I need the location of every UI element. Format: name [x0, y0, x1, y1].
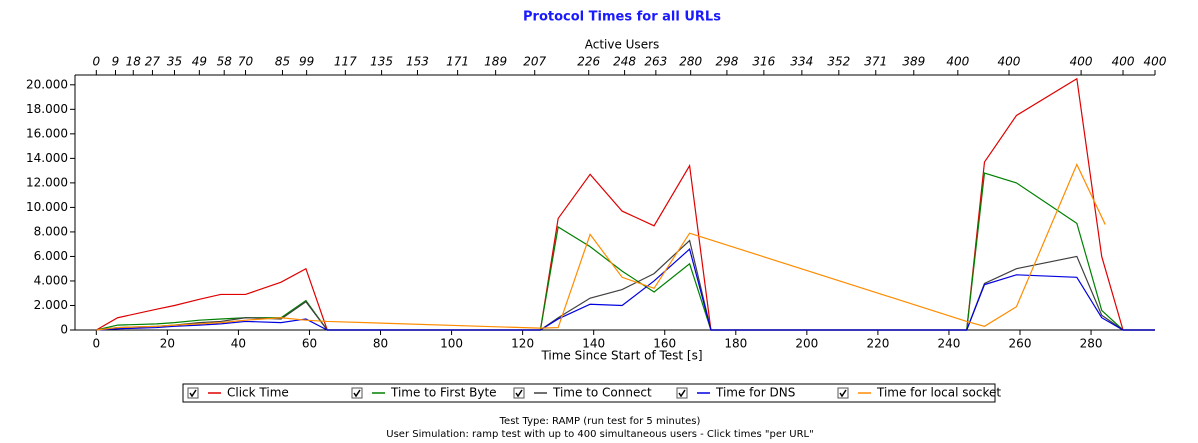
top-tick-label: 0 — [92, 55, 100, 69]
legend-label: Time to Connect — [552, 386, 652, 400]
x-tick-label: 0 — [92, 337, 100, 351]
top-tick-label: 334 — [790, 55, 813, 69]
x-tick-label: 120 — [511, 337, 534, 351]
x-axis-label: Time Since Start of Test [s] — [540, 349, 702, 363]
legend-checkbox — [837, 387, 849, 399]
top-tick-label: 85 — [275, 55, 290, 69]
y-tick-label: 0 — [60, 323, 68, 337]
x-tick-label: 40 — [231, 337, 246, 351]
top-tick-label: 49 — [192, 55, 207, 69]
legend-label: Click Time — [227, 386, 289, 400]
legend-box — [182, 383, 996, 403]
y-tick-label: 8.000 — [34, 224, 68, 238]
series-line — [96, 77, 1155, 331]
y-tick-label: 6.000 — [34, 249, 68, 263]
legend-label: Time for local socket — [876, 386, 1001, 400]
x-tick-label: 20 — [160, 337, 175, 351]
x-tick-label: 100 — [440, 337, 463, 351]
top-tick-label: 389 — [902, 55, 925, 69]
chart-title: Protocol Times for all URLs — [523, 10, 721, 25]
legend-check — [515, 389, 523, 398]
y-tick-label: 18.000 — [26, 102, 68, 116]
top-tick-label: 400 — [998, 55, 1021, 69]
legend-label: Time to First Byte — [390, 386, 497, 400]
top-tick-label: 99 — [299, 55, 314, 69]
top-axis-label: Active Users — [585, 38, 660, 52]
x-tick-label: 180 — [724, 337, 747, 351]
x-tick-label: 160 — [653, 337, 676, 351]
x-tick-label: 60 — [302, 337, 317, 351]
y-tick-label: 12.000 — [26, 175, 68, 189]
legend-check — [839, 389, 847, 398]
top-tick-label: 400 — [1144, 55, 1167, 69]
top-tick-label: 58 — [217, 55, 233, 69]
legend-check — [189, 389, 197, 398]
top-tick-label: 400 — [1112, 55, 1135, 69]
footer-line: Test Type: RAMP (run test for 5 minutes) — [499, 416, 701, 427]
top-tick-label: 226 — [577, 55, 600, 69]
x-tick-label: 260 — [1009, 337, 1032, 351]
x-tick-label: 80 — [373, 337, 388, 351]
legend-checkbox — [187, 387, 199, 399]
y-tick-label: 16.000 — [26, 126, 68, 140]
legend-label: Time for DNS — [715, 386, 795, 400]
top-tick-label: 400 — [946, 55, 969, 69]
y-tick-label: 14.000 — [26, 151, 68, 165]
x-tick-label: 140 — [582, 337, 605, 351]
top-tick-label: 35 — [167, 55, 182, 69]
top-tick-label: 153 — [406, 55, 429, 69]
top-tick-label: 352 — [827, 55, 850, 69]
top-tick-label: 70 — [238, 55, 254, 69]
y-tick-label: 10.000 — [26, 200, 68, 214]
legend-check — [678, 389, 686, 398]
top-tick-label: 9 — [112, 55, 120, 69]
legend-checkbox — [676, 387, 688, 399]
series-line — [96, 163, 1106, 331]
top-tick-label: 171 — [446, 55, 469, 69]
top-tick-label: 280 — [679, 55, 702, 69]
series-line — [96, 247, 1155, 331]
top-tick-label: 316 — [752, 55, 775, 69]
series-line — [96, 172, 1155, 331]
footer-line: User Simulation: ramp test with up to 40… — [386, 429, 813, 440]
top-tick-label: 207 — [523, 55, 546, 69]
top-tick-label: 248 — [613, 55, 636, 69]
x-tick-label: 280 — [1080, 337, 1103, 351]
series-line — [96, 239, 1155, 331]
top-tick-label: 27 — [145, 55, 161, 69]
x-tick-label: 240 — [937, 337, 960, 351]
top-tick-label: 135 — [370, 55, 393, 69]
legend-checkbox — [513, 387, 525, 399]
x-tick-label: 200 — [795, 337, 818, 351]
y-tick-label: 2.000 — [34, 298, 68, 312]
top-tick-label: 117 — [334, 55, 357, 69]
top-tick-label: 371 — [864, 55, 887, 69]
legend-checkbox — [351, 387, 363, 399]
top-tick-label: 400 — [1070, 55, 1093, 69]
top-tick-label: 263 — [644, 55, 667, 69]
top-tick-label: 18 — [126, 55, 142, 69]
y-tick-label: 4.000 — [34, 273, 68, 287]
top-tick-label: 298 — [715, 55, 738, 69]
y-tick-label: 20.000 — [26, 77, 68, 91]
top-tick-label: 189 — [484, 55, 507, 69]
legend-check — [353, 389, 361, 398]
x-tick-label: 220 — [866, 337, 889, 351]
